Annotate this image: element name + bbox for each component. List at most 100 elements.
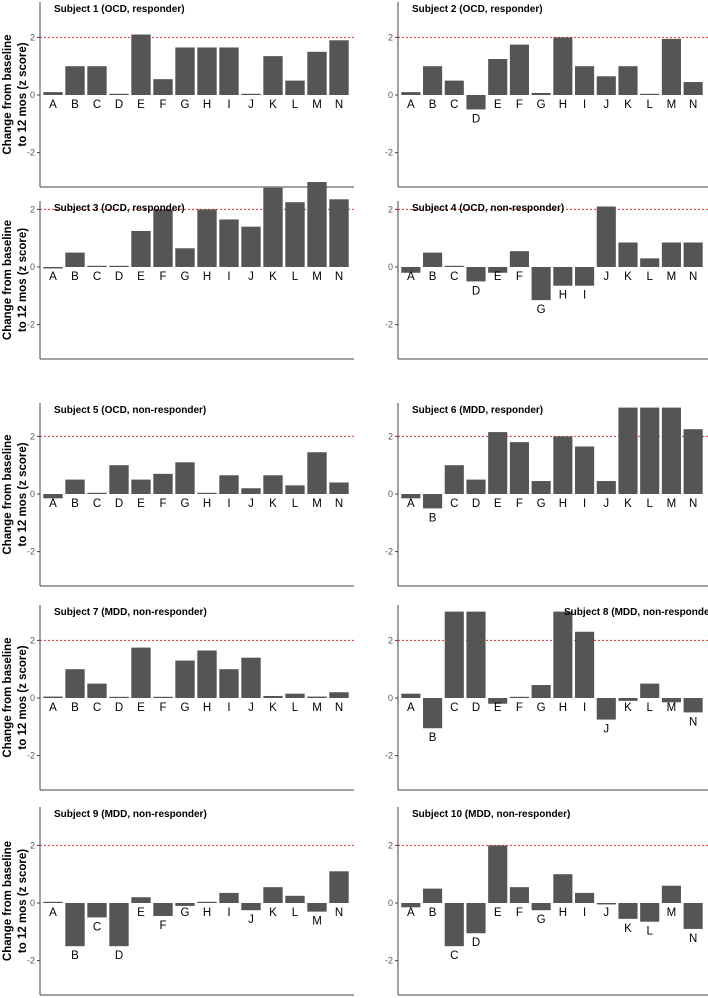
bar-I bbox=[219, 47, 239, 95]
category-label: F bbox=[516, 907, 523, 919]
category-label: A bbox=[49, 498, 57, 510]
y-tick-label: -2 bbox=[385, 547, 393, 557]
bar-K bbox=[263, 695, 283, 698]
bar-F bbox=[153, 209, 173, 267]
y-tick-label: 0 bbox=[30, 898, 35, 908]
bar-L bbox=[285, 693, 305, 698]
category-label: B bbox=[429, 732, 437, 744]
category-label: I bbox=[583, 498, 586, 510]
category-label: H bbox=[559, 290, 567, 302]
category-label: A bbox=[407, 498, 415, 510]
bar-A bbox=[401, 267, 421, 273]
bar-E bbox=[488, 432, 508, 494]
y-tick-label: 2 bbox=[30, 204, 35, 214]
y-axis-label: Change from baseline to 12 mos (z score) bbox=[2, 34, 29, 154]
category-label: H bbox=[203, 271, 211, 283]
bar-L bbox=[640, 407, 660, 494]
bar-G bbox=[175, 660, 195, 698]
category-label: K bbox=[624, 702, 632, 714]
y-tick-label: 2 bbox=[30, 635, 35, 645]
category-label: E bbox=[137, 271, 145, 283]
y-tick-label: 2 bbox=[388, 635, 393, 645]
bar-C bbox=[444, 903, 464, 947]
bar-H bbox=[553, 267, 573, 286]
category-label: H bbox=[559, 907, 567, 919]
category-label: E bbox=[494, 498, 502, 510]
bar-D bbox=[109, 265, 129, 267]
category-label: J bbox=[603, 724, 609, 736]
bar-M bbox=[661, 38, 681, 95]
bar-D bbox=[466, 95, 486, 110]
category-label: I bbox=[227, 907, 230, 919]
panel-9: 2 0 -2 A B C D E F G H I J K L M N Subject 9 (MDD, non-re… bbox=[2, 807, 354, 996]
bar-I bbox=[219, 892, 239, 903]
bar-C bbox=[87, 265, 107, 267]
category-label: B bbox=[429, 99, 437, 111]
bar-G bbox=[175, 462, 195, 494]
bar-J bbox=[241, 657, 261, 698]
bar-B bbox=[65, 669, 85, 698]
category-label: A bbox=[49, 907, 57, 919]
bar-G bbox=[531, 481, 551, 494]
category-label: C bbox=[93, 702, 101, 714]
category-label: L bbox=[292, 702, 299, 714]
bar-B bbox=[423, 252, 443, 267]
y-tick-label: -2 bbox=[385, 751, 393, 761]
category-label: A bbox=[407, 907, 415, 919]
category-label: J bbox=[248, 702, 254, 714]
bar-J bbox=[596, 698, 616, 720]
bar-K bbox=[618, 903, 638, 919]
category-label: M bbox=[312, 99, 322, 111]
bar-N bbox=[683, 698, 703, 713]
category-label: E bbox=[137, 498, 145, 510]
y-tick-label: 2 bbox=[30, 431, 35, 441]
panel-6: 2 0 -2 A B C D E F G H I J K L M N Subject 6 (MDD, respon… bbox=[385, 403, 708, 587]
category-label: E bbox=[494, 99, 502, 111]
category-label: J bbox=[248, 99, 254, 111]
category-label: G bbox=[537, 914, 546, 926]
bar-D bbox=[109, 696, 129, 698]
category-label: E bbox=[494, 907, 502, 919]
y-axis-label: Change from baseline to 12 mos (z score) bbox=[2, 434, 29, 554]
panel-1: 2 0 -2 A B C D E F G H I J K L M N Subject 1 (OCD, respon… bbox=[2, 2, 354, 188]
category-label: L bbox=[292, 498, 299, 510]
category-label: N bbox=[689, 498, 697, 510]
category-label: N bbox=[689, 933, 697, 945]
category-label: D bbox=[472, 702, 480, 714]
category-label: I bbox=[583, 99, 586, 111]
bar-F bbox=[509, 887, 529, 903]
bar-F bbox=[153, 473, 173, 494]
bar-E bbox=[131, 34, 151, 95]
bar-H bbox=[553, 37, 573, 95]
category-label: H bbox=[203, 99, 211, 111]
bar-E bbox=[488, 59, 508, 95]
category-label: G bbox=[181, 907, 190, 919]
bar-D bbox=[466, 903, 486, 934]
y-tick-label: 2 bbox=[30, 840, 35, 850]
panel-7: 2 0 -2 A B C D E F G H I J K L M N Subject 7 (MDD, non-re… bbox=[2, 605, 354, 791]
bar-J bbox=[241, 226, 261, 267]
category-label: F bbox=[159, 99, 166, 111]
bar-L bbox=[285, 202, 305, 267]
category-label: A bbox=[407, 702, 415, 714]
bar-H bbox=[553, 611, 573, 698]
category-label: D bbox=[472, 937, 480, 949]
bar-I bbox=[219, 219, 239, 267]
bar-K bbox=[263, 475, 283, 494]
category-label: N bbox=[335, 271, 343, 283]
category-label: K bbox=[269, 99, 277, 111]
bar-F bbox=[153, 903, 173, 916]
y-tick-label: 2 bbox=[388, 204, 393, 214]
category-label: E bbox=[137, 702, 145, 714]
bar-B bbox=[423, 494, 443, 509]
category-label: M bbox=[312, 916, 322, 928]
category-label: G bbox=[181, 498, 190, 510]
bar-H bbox=[197, 650, 217, 698]
panel-8: 2 0 -2 A B C D E F G H I J K L MN Subject 8 (MDD, non-re… bbox=[385, 605, 708, 791]
bar-B bbox=[423, 698, 443, 729]
category-label: L bbox=[647, 498, 654, 510]
bar-D bbox=[109, 465, 129, 494]
category-label: K bbox=[624, 498, 632, 510]
y-tick-label: -2 bbox=[385, 148, 393, 158]
category-label: E bbox=[494, 702, 502, 714]
